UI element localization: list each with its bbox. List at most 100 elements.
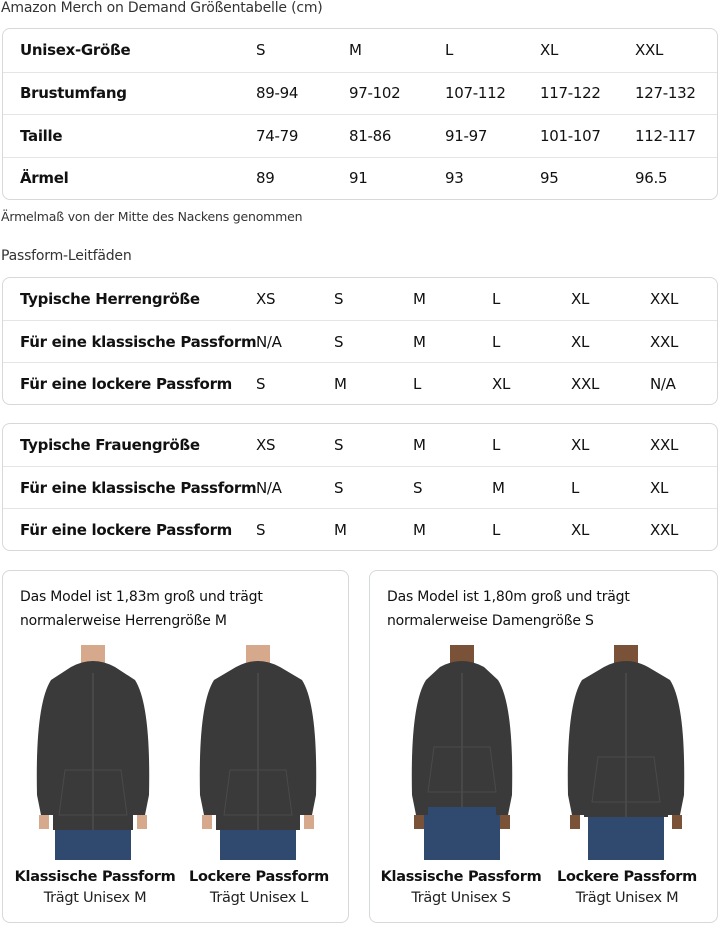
desc-line: normalerweise Damengröße S bbox=[387, 613, 594, 629]
table-cell: S bbox=[413, 478, 423, 497]
table-cell: L bbox=[445, 41, 454, 60]
table-cell: XS bbox=[256, 290, 276, 308]
table-cell: 95 bbox=[540, 169, 559, 188]
table-cell: L bbox=[413, 374, 422, 393]
table-cell: XL bbox=[571, 436, 590, 454]
table-cell: XS bbox=[256, 436, 276, 454]
jeans bbox=[424, 799, 500, 860]
table-cell: M bbox=[349, 41, 362, 60]
table-cell: XL bbox=[540, 41, 559, 60]
table-cell: 107-112 bbox=[445, 84, 506, 103]
table-cell: S bbox=[256, 520, 266, 539]
row-label: Für eine lockere Passform bbox=[20, 374, 232, 393]
hand bbox=[570, 815, 580, 829]
men-fit-table: Typische Herrengröße XS S M L XL XXL Für eine k… bbox=[2, 277, 718, 405]
row-label: Für eine klassische Passform bbox=[20, 332, 257, 351]
table-cell: 127-132 bbox=[635, 84, 696, 103]
men-model-card: Das Model ist 1,83m groß und trägt normal… bbox=[2, 570, 349, 923]
row-label: Typische Frauengröße bbox=[20, 436, 200, 454]
table-cell: M bbox=[413, 520, 426, 539]
fit-size: Trägt Unisex M bbox=[575, 890, 679, 906]
table-cell: L bbox=[492, 436, 501, 454]
row-label: Ärmel bbox=[20, 169, 69, 188]
pocket bbox=[223, 769, 293, 816]
table-row: Typische Herrengröße XS S M L XL XXL bbox=[3, 278, 717, 320]
table-cell: S bbox=[334, 436, 344, 454]
fit-caption: Lockere Passform Trägt Unisex L bbox=[174, 869, 344, 906]
table-row: Taille 74-79 81-86 91-97 101-107 112-117 bbox=[3, 114, 717, 157]
pocket bbox=[591, 756, 661, 803]
table-row: Für eine lockere Passform S M L XL XXL N/A bbox=[3, 362, 717, 404]
fit-size: Trägt Unisex S bbox=[411, 890, 511, 906]
table-cell: M bbox=[413, 436, 426, 454]
table-cell: S bbox=[334, 332, 344, 351]
women-model-card: Das Model ist 1,80m groß und trägt normal… bbox=[369, 570, 718, 923]
table-cell: 81-86 bbox=[349, 126, 392, 145]
table-cell: 101-107 bbox=[540, 126, 601, 145]
fit-guide-title: Passform-Leitfäden bbox=[1, 248, 132, 264]
table-cell: N/A bbox=[256, 332, 282, 351]
table-cell: XL bbox=[571, 520, 590, 539]
table-cell: 96.5 bbox=[635, 169, 668, 188]
fit-caption: Klassische Passform Trägt Unisex S bbox=[376, 869, 546, 906]
table-cell: XXL bbox=[571, 374, 600, 393]
table-cell: L bbox=[571, 478, 580, 497]
model-image-classic-fit bbox=[23, 645, 163, 860]
row-label: Taille bbox=[20, 126, 63, 145]
table-cell: 97-102 bbox=[349, 84, 401, 103]
model-image-classic-fit bbox=[392, 645, 532, 860]
table-row: Brustumfang 89-94 97-102 107-112 117-122 127-… bbox=[3, 71, 717, 115]
table-cell: N/A bbox=[650, 374, 676, 393]
table-cell: L bbox=[492, 332, 501, 351]
desc-line: normalerweise Herrengröße M bbox=[20, 613, 227, 629]
table-cell: XXL bbox=[650, 332, 679, 351]
table-cell: L bbox=[492, 520, 501, 539]
hand bbox=[39, 815, 49, 829]
fit-title: Klassische Passform bbox=[380, 869, 542, 885]
table-cell: N/A bbox=[256, 478, 282, 497]
row-label: Brustumfang bbox=[20, 84, 127, 103]
women-fit-table: Typische Frauengröße XS S M L XL XXL Für eine k… bbox=[2, 423, 718, 551]
table-row: Für eine klassische Passform N/A S S M L XL bbox=[3, 466, 717, 508]
table-row: Typische Frauengröße XS S M L XL XXL bbox=[3, 424, 717, 466]
pocket bbox=[58, 769, 128, 816]
fit-title: Lockere Passform bbox=[189, 869, 329, 885]
table-cell: S bbox=[334, 478, 344, 497]
table-cell: L bbox=[492, 290, 501, 308]
table-cell: M bbox=[413, 290, 426, 308]
row-label: Typische Herrengröße bbox=[20, 290, 200, 308]
fit-caption: Klassische Passform Trägt Unisex M bbox=[10, 869, 180, 906]
hand bbox=[672, 815, 682, 829]
jeans bbox=[588, 809, 664, 860]
table-cell: 91 bbox=[349, 169, 368, 188]
table-cell: 91-97 bbox=[445, 126, 488, 145]
table-cell: M bbox=[492, 478, 505, 497]
table-cell: XXL bbox=[650, 290, 679, 308]
table-cell: M bbox=[334, 520, 347, 539]
table-row: Unisex-Größe S M L XL XXL bbox=[3, 29, 717, 72]
table-cell: M bbox=[413, 332, 426, 351]
table-cell: M bbox=[334, 374, 347, 393]
fit-title: Lockere Passform bbox=[557, 869, 697, 885]
table-row: Ärmel 89 91 93 95 96.5 bbox=[3, 156, 717, 200]
table-cell: 117-122 bbox=[540, 84, 601, 103]
pocket bbox=[427, 746, 497, 793]
table-cell: 93 bbox=[445, 169, 464, 188]
row-label: Für eine lockere Passform bbox=[20, 520, 232, 539]
table-cell: XL bbox=[492, 374, 511, 393]
unisex-size-table: Unisex-Größe S M L XL XXL Brustumfang 89-94 97-1… bbox=[2, 28, 718, 200]
table-cell: XXL bbox=[650, 520, 679, 539]
model-description: Das Model ist 1,80m groß und trägt normal… bbox=[387, 585, 630, 633]
table-cell: XL bbox=[571, 332, 590, 351]
hand bbox=[202, 815, 212, 829]
table-cell: XL bbox=[571, 290, 590, 308]
model-description: Das Model ist 1,83m groß und trägt normal… bbox=[20, 585, 263, 633]
fit-size: Trägt Unisex M bbox=[43, 890, 147, 906]
table-cell: 112-117 bbox=[635, 126, 696, 145]
table-cell: 89 bbox=[256, 169, 275, 188]
table-cell: S bbox=[256, 41, 266, 60]
table-row: Für eine klassische Passform N/A S M L XL XXL bbox=[3, 320, 717, 362]
fit-size: Trägt Unisex L bbox=[209, 890, 309, 906]
table-cell: S bbox=[334, 290, 344, 308]
hand bbox=[304, 815, 314, 829]
